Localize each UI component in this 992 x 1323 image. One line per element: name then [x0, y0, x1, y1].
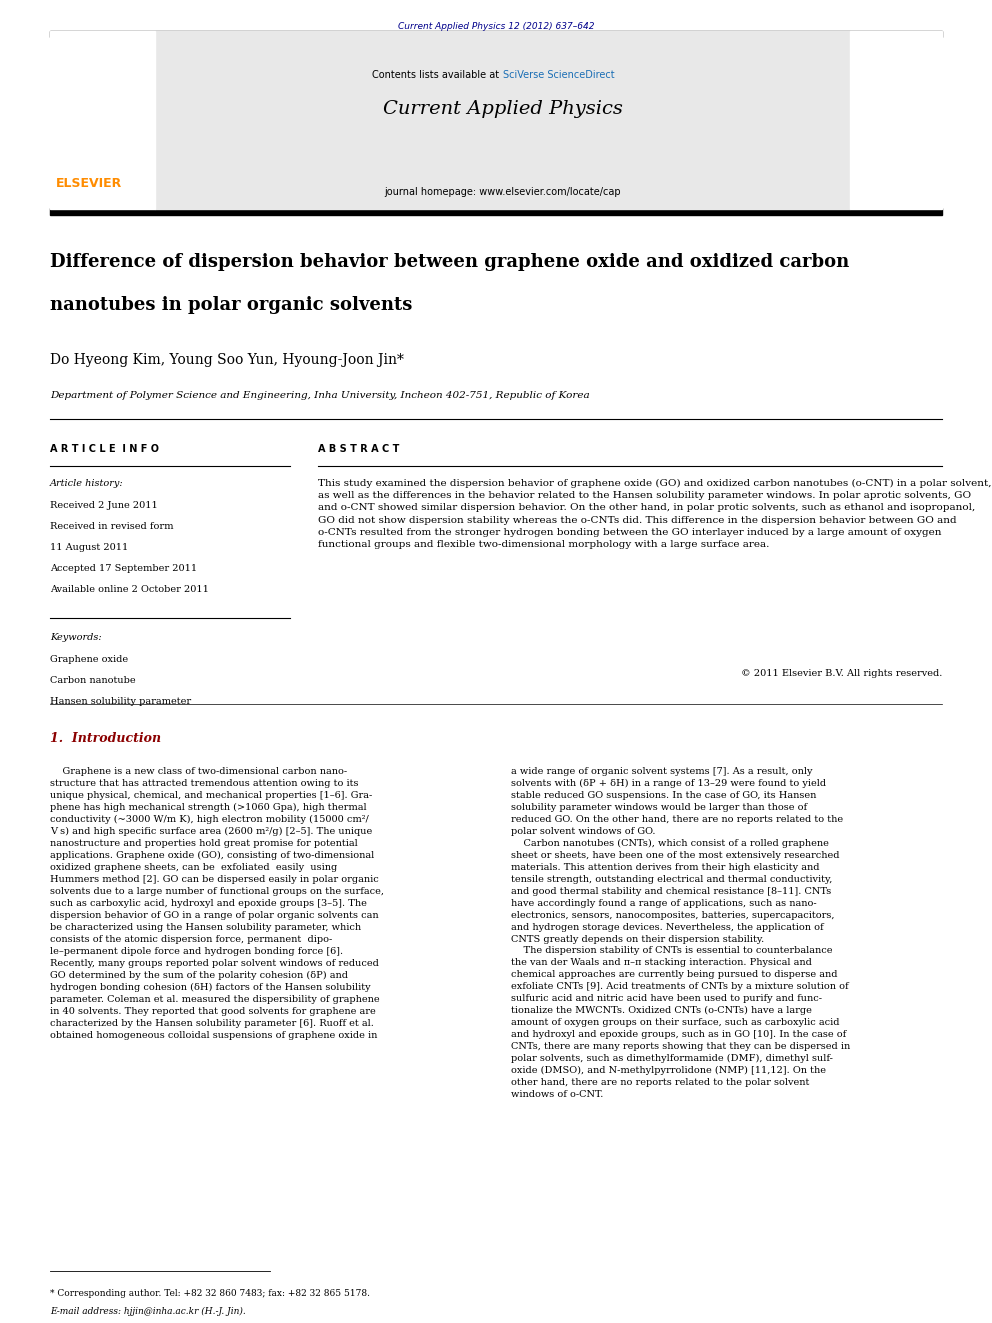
Text: 1.  Introduction: 1. Introduction [50, 732, 161, 745]
Text: Current Applied Physics: Current Applied Physics [383, 101, 622, 118]
Text: nanotubes in polar organic solvents: nanotubes in polar organic solvents [50, 296, 413, 314]
Text: Carbon nanotube: Carbon nanotube [50, 676, 136, 685]
Text: E-mail address: hjjin@inha.ac.kr (H.-J. Jin).: E-mail address: hjjin@inha.ac.kr (H.-J. … [50, 1307, 246, 1316]
Text: A B S T R A C T: A B S T R A C T [318, 445, 400, 454]
Text: Keywords:: Keywords: [50, 632, 101, 642]
Text: * Corresponding author. Tel: +82 32 860 7483; fax: +82 32 865 5178.: * Corresponding author. Tel: +82 32 860 … [50, 1289, 370, 1298]
Bar [155, 30, 850, 209]
Text: ELSEVIER: ELSEVIER [56, 177, 122, 191]
Bar [50, 30, 942, 37]
Text: A R T I C L E  I N F O: A R T I C L E I N F O [50, 445, 159, 454]
Text: a wide range of organic solvent systems [7]. As a result, only
solvents with (δP: a wide range of organic solvent systems … [511, 767, 850, 1099]
Text: Available online 2 October 2011: Available online 2 October 2011 [50, 585, 209, 594]
Text: 11 August 2011: 11 August 2011 [50, 542, 128, 552]
Bar [850, 30, 942, 209]
Text: © 2011 Elsevier B.V. All rights reserved.: © 2011 Elsevier B.V. All rights reserved… [741, 669, 942, 677]
Text: Article history:: Article history: [50, 479, 124, 488]
Text: Received in revised form: Received in revised form [50, 523, 174, 531]
Text: This study examined the dispersion behavior of graphene oxide (GO) and oxidized : This study examined the dispersion behav… [318, 479, 991, 549]
Bar [50, 30, 155, 209]
Text: SciVerse ScienceDirect: SciVerse ScienceDirect [503, 70, 614, 79]
Text: Current Applied Physics 12 (2012) 637–642: Current Applied Physics 12 (2012) 637–64… [398, 22, 594, 30]
Text: Difference of dispersion behavior between graphene oxide and oxidized carbon: Difference of dispersion behavior betwee… [50, 253, 849, 271]
Text: Accepted 17 September 2011: Accepted 17 September 2011 [50, 564, 197, 573]
Text: Contents lists available at: Contents lists available at [372, 70, 503, 79]
Text: Graphene oxide: Graphene oxide [50, 655, 128, 664]
Text: Department of Polymer Science and Engineering, Inha University, Incheon 402-751,: Department of Polymer Science and Engine… [50, 392, 589, 400]
Text: journal homepage: www.elsevier.com/locate/cap: journal homepage: www.elsevier.com/locat… [384, 187, 621, 197]
Bar [50, 208, 942, 216]
Text: Do Hyeong Kim, Young Soo Yun, Hyoung-Joon Jin*: Do Hyeong Kim, Young Soo Yun, Hyoung-Joo… [50, 353, 404, 366]
Text: Received 2 June 2011: Received 2 June 2011 [50, 501, 158, 509]
Text: Hansen solubility parameter: Hansen solubility parameter [50, 697, 191, 706]
Text: Graphene is a new class of two-dimensional carbon nano-
structure that has attra: Graphene is a new class of two-dimension… [50, 767, 384, 1040]
